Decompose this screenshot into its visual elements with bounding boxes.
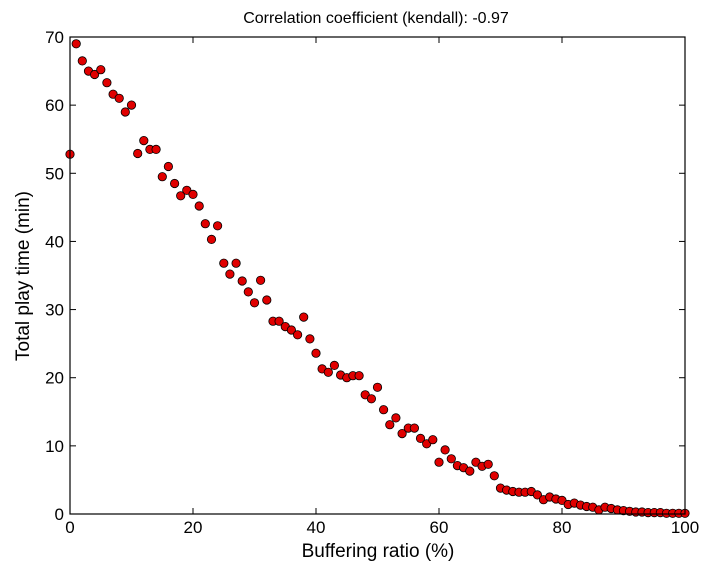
data-point-38: [299, 312, 309, 322]
data-point-42: [323, 367, 333, 377]
x-tick-label-5: 100: [671, 518, 699, 537]
data-point-43: [329, 360, 339, 370]
x-axis-label: Buffering ratio (%): [302, 541, 455, 562]
data-point-61: [440, 445, 450, 455]
data-point-60: [434, 457, 444, 467]
data-point-51: [378, 405, 389, 415]
data-points-layer: [65, 39, 690, 518]
data-point-36: [286, 325, 296, 335]
data-point-31: [255, 275, 266, 285]
data-point-39: [305, 334, 315, 344]
y-axis-ticks: 0 10 20 30 40 50 60 70: [45, 28, 685, 524]
data-point-9: [120, 107, 130, 117]
y-tick-label-6: 60: [45, 96, 64, 115]
y-tick-label-1: 10: [45, 437, 64, 456]
data-point-30: [249, 298, 260, 308]
data-point-65: [465, 466, 475, 476]
data-point-54: [397, 428, 407, 439]
data-point-6: [102, 78, 112, 88]
plot-area-frame: [69, 36, 686, 515]
y-tick-label-2: 20: [45, 369, 64, 388]
data-point-76: [532, 490, 543, 500]
data-point-2: [77, 56, 87, 66]
data-point-69: [489, 471, 499, 481]
y-axis-label: Total play time (min): [13, 191, 34, 361]
data-point-10: [126, 100, 137, 110]
data-point-29: [243, 287, 253, 297]
data-point-15: [157, 172, 167, 182]
data-point-4: [90, 69, 100, 80]
x-tick-label-1: 20: [184, 518, 203, 537]
data-point-17: [170, 178, 180, 189]
data-point-26: [225, 269, 235, 279]
data-point-52: [385, 420, 395, 430]
data-point-56: [409, 423, 419, 433]
data-point-5: [96, 65, 106, 75]
data-point-32: [262, 295, 272, 305]
y-tick-label-4: 40: [45, 232, 64, 251]
x-tick-label-0: 0: [65, 518, 74, 537]
data-point-12: [139, 136, 149, 146]
data-point-57: [415, 433, 426, 443]
data-point-8: [114, 93, 124, 103]
data-point-22: [200, 219, 210, 229]
x-tick-label-4: 80: [553, 518, 572, 537]
y-tick-label-0: 0: [55, 505, 64, 524]
data-point-21: [194, 201, 204, 211]
data-point-11: [133, 148, 143, 159]
x-tick-label-3: 60: [430, 518, 449, 537]
data-point-28: [237, 276, 247, 286]
data-point-59: [428, 435, 438, 445]
data-point-18: [176, 191, 186, 201]
data-point-16: [163, 161, 173, 172]
data-point-20: [188, 189, 198, 199]
data-point-53: [391, 413, 401, 423]
data-point-24: [213, 221, 223, 231]
y-tick-label-5: 50: [45, 164, 64, 183]
data-point-62: [446, 454, 456, 464]
chart-title: Correlation coefficient (kendall): -0.97: [243, 10, 509, 27]
data-point-34: [274, 316, 284, 326]
data-point-47: [354, 371, 364, 381]
data-point-40: [311, 348, 321, 358]
data-point-49: [366, 394, 376, 404]
data-point-14: [151, 144, 161, 154]
data-point-25: [219, 258, 229, 268]
data-point-1: [71, 39, 81, 49]
data-point-23: [206, 234, 217, 244]
y-tick-label-7: 70: [45, 28, 64, 47]
x-axis-ticks: 0 20 40 60 80 100: [65, 37, 699, 537]
y-tick-label-3: 30: [45, 301, 64, 320]
data-point-37: [292, 330, 303, 340]
data-point-68: [483, 459, 493, 469]
data-point-50: [372, 382, 383, 392]
data-point-27: [231, 258, 241, 268]
x-tick-label-2: 40: [307, 518, 326, 537]
